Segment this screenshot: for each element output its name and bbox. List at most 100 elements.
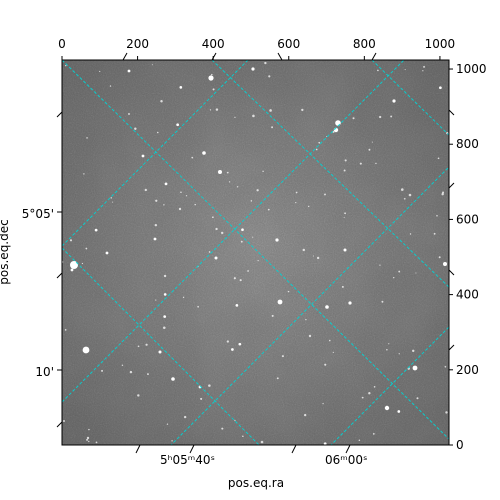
- star-122: [304, 413, 307, 417]
- right-tick-label-3: 600: [456, 212, 479, 226]
- star-26: [70, 268, 74, 272]
- star-11: [325, 305, 329, 309]
- star-134: [163, 326, 166, 330]
- star-100: [147, 373, 149, 376]
- grid-line-5: [62, 60, 249, 247]
- star-35: [156, 131, 159, 134]
- star-141: [358, 439, 361, 442]
- star-4: [82, 346, 90, 354]
- star-10: [202, 151, 206, 155]
- world-tick-mark-1: [189, 444, 195, 454]
- star-124: [83, 173, 85, 175]
- plot-frame: [61, 59, 450, 446]
- star-156: [239, 279, 242, 282]
- star-133: [422, 70, 424, 72]
- star-76: [316, 256, 320, 260]
- star-51: [215, 227, 218, 231]
- world-coordinate-ticks: [56, 52, 455, 454]
- star-31: [163, 204, 165, 206]
- right-tick-label-5: 1000: [456, 62, 487, 76]
- grid-line-0: [62, 60, 449, 440]
- star-20: [141, 154, 145, 158]
- star-43: [194, 203, 196, 206]
- star-99: [295, 191, 298, 194]
- star-160: [403, 198, 406, 200]
- star-158: [134, 127, 137, 131]
- star-171: [386, 348, 388, 351]
- star-65: [64, 329, 67, 331]
- star-40: [151, 64, 153, 66]
- star-81: [211, 216, 214, 219]
- star-57: [163, 315, 167, 318]
- star-59: [242, 435, 244, 438]
- star-106: [208, 251, 211, 253]
- star-129: [315, 148, 318, 151]
- coordinate-grid: [62, 60, 449, 445]
- star-154: [183, 415, 187, 419]
- star-85: [397, 410, 401, 413]
- star-172: [65, 64, 67, 67]
- star-188: [128, 113, 130, 115]
- star-148: [228, 181, 231, 183]
- star-161: [163, 274, 167, 278]
- star-98: [352, 117, 355, 120]
- star-70: [379, 264, 381, 266]
- star-47: [86, 438, 89, 441]
- star-56: [441, 193, 444, 196]
- star-96: [235, 304, 239, 307]
- star-36: [101, 369, 104, 372]
- world-tick-mark-11: [448, 109, 455, 116]
- right-tick-label-1: 200: [456, 363, 479, 377]
- grid-line-1: [62, 247, 260, 445]
- star-46: [236, 186, 239, 188]
- star-53: [99, 70, 101, 73]
- y-axis-label: pos.eq.dec: [0, 219, 11, 284]
- star-170: [109, 85, 112, 87]
- star-112: [433, 232, 436, 235]
- star-130: [155, 299, 157, 301]
- star-127: [302, 248, 305, 252]
- star-14: [171, 377, 175, 381]
- star-183: [379, 115, 382, 119]
- star-15: [158, 350, 162, 354]
- star-92: [271, 126, 274, 129]
- star-91: [111, 201, 113, 203]
- star-187: [437, 157, 440, 160]
- star-167: [200, 397, 203, 400]
- star-67: [226, 171, 229, 174]
- star-32: [438, 256, 441, 259]
- star-107: [208, 384, 211, 387]
- world-tick-mark-9: [448, 182, 455, 189]
- star-152: [137, 345, 140, 348]
- star-105: [268, 75, 271, 78]
- world-tick-mark-3: [345, 444, 351, 454]
- star-131: [295, 202, 297, 204]
- star-163: [86, 137, 88, 139]
- star-18: [127, 69, 131, 73]
- star-125: [226, 340, 229, 343]
- star-169: [344, 212, 347, 215]
- star-173: [163, 293, 167, 296]
- star-73: [191, 156, 194, 159]
- star-9: [218, 170, 222, 174]
- star-116: [301, 108, 304, 112]
- grid-line-2: [211, 60, 449, 288]
- dec-tick-label-0: 5°05': [22, 207, 54, 221]
- star-78: [176, 123, 180, 127]
- world-tick-mark-12: [448, 269, 455, 276]
- grid-line-4: [62, 60, 405, 403]
- star-103: [371, 141, 373, 143]
- star-86: [368, 148, 371, 151]
- grid-line-6: [170, 166, 449, 445]
- star-62: [180, 191, 182, 194]
- right-tick-label-2: 400: [456, 288, 479, 302]
- world-tick-mark-10: [448, 344, 455, 351]
- star-93: [121, 364, 124, 367]
- star-39: [240, 240, 243, 243]
- star-95: [221, 427, 224, 430]
- star-8: [443, 262, 447, 266]
- star-80: [250, 200, 253, 202]
- top-tick-label-1: 200: [126, 37, 149, 51]
- star-164: [324, 363, 327, 366]
- star-128: [375, 162, 377, 165]
